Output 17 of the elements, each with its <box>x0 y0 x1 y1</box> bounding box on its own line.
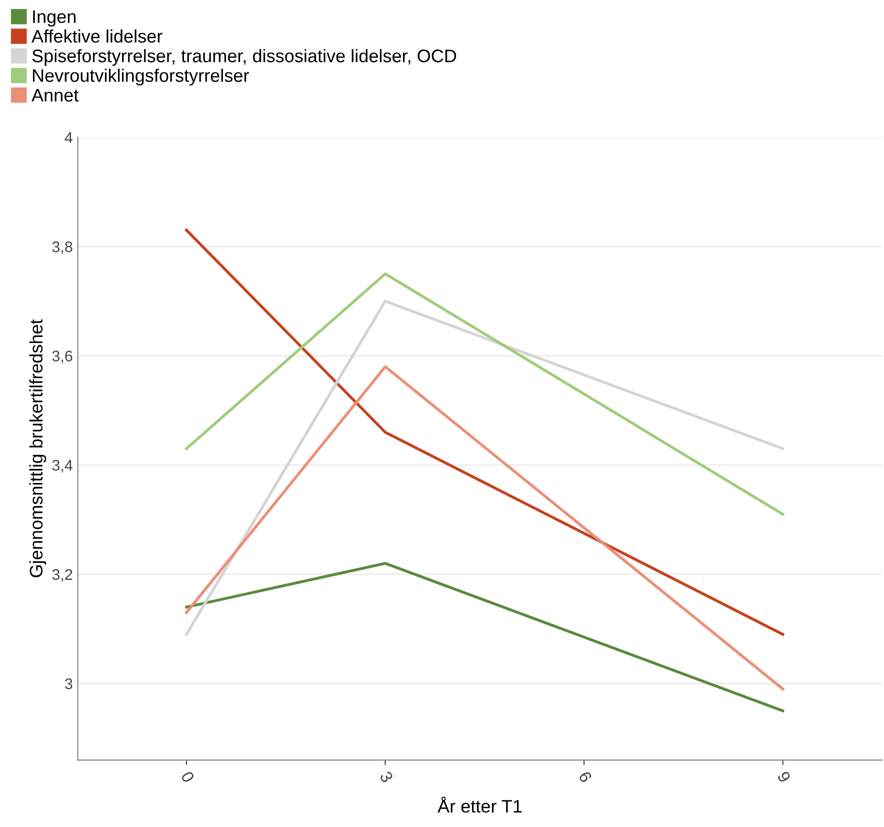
legend-label: Ingen <box>33 10 76 27</box>
y-tick-label: 4 <box>64 132 72 143</box>
y-tick-label: 3,6 <box>52 350 72 364</box>
x-axis-title: År etter T1 <box>438 796 522 813</box>
y-tick-label: 3,2 <box>52 569 72 582</box>
legend-label: Nevroutviklingsforstyrrelser <box>32 68 249 86</box>
x-tick-label: 3 <box>379 770 394 784</box>
y-axis-title: Gjennomsnittlig brukertilfredshet <box>29 319 46 578</box>
y-tick-label: 3,4 <box>52 460 72 473</box>
x-tick-label: 0 <box>180 770 195 784</box>
y-tick-label: 3 <box>65 678 72 690</box>
legend-label: Annet <box>32 89 79 102</box>
legend-label: Affektive lidelser <box>32 29 162 43</box>
x-tick-label: 9 <box>777 770 792 784</box>
legend-label: Spiseforstyrrelser, traumer, dissosiative lidelser, OCD <box>32 49 456 66</box>
x-tick-label: 6 <box>578 770 592 784</box>
y-tick-label: 3,8 <box>52 241 72 254</box>
